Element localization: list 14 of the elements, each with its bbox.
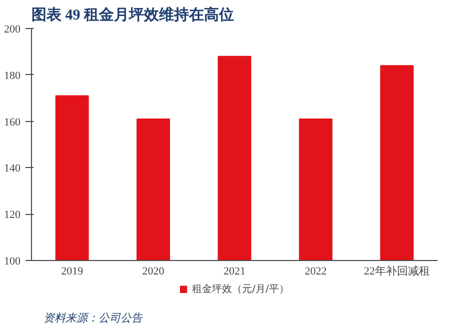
chart-title: 图表 49 租金月坪效维持在高位 xyxy=(32,6,234,24)
y-tick-label: 160 xyxy=(4,116,21,128)
text: 资料来源：公司公告 xyxy=(44,312,144,324)
x-tick-label: 2019 xyxy=(61,266,84,278)
x-tick-label: 2020 xyxy=(142,266,165,278)
x-tick-label: 2022 xyxy=(304,266,327,278)
y-tick-label: 100 xyxy=(4,256,21,268)
x-tick-label: 2021 xyxy=(224,266,246,278)
y-tick-label: 140 xyxy=(4,162,21,175)
x-tick-label: 22年补回减租 xyxy=(364,264,430,278)
y-tick-label: 120 xyxy=(4,209,21,222)
y-tick-label: 180 xyxy=(4,70,21,82)
legend-label: 租金坪效（元/月/平） xyxy=(192,283,289,296)
y-tick-label: 200 xyxy=(4,24,21,36)
